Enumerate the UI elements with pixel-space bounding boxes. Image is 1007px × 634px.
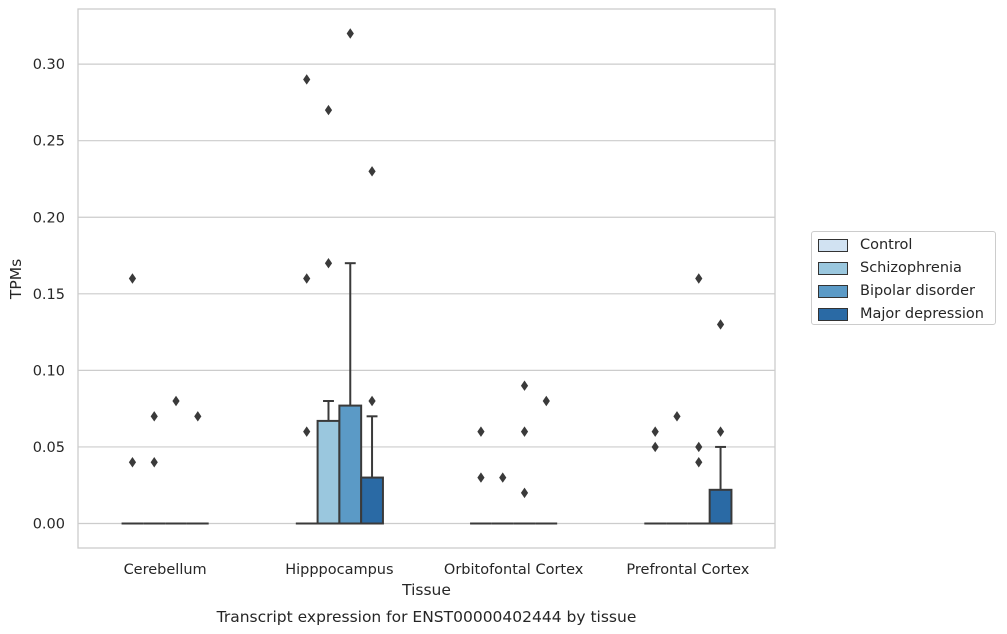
outlier-point [477, 426, 485, 437]
box-control [644, 426, 667, 525]
box-body [708, 488, 733, 525]
y-tick-labels: 0.00 0.05 0.10 0.15 0.20 0.25 0.30 [33, 57, 65, 532]
box-bipolar-disorder [338, 28, 363, 525]
y-tick-label: 0.00 [33, 517, 65, 533]
box-schizophrenia [666, 411, 688, 525]
box-major-depression [535, 395, 558, 525]
outlier-point [150, 457, 158, 468]
box-body [360, 476, 384, 525]
y-tick-label: 0.30 [33, 57, 65, 73]
box-major-depression [360, 166, 384, 525]
outlier-point [716, 319, 725, 330]
legend-swatch [818, 307, 848, 321]
outlier-point [673, 411, 681, 422]
outlier-point [542, 395, 550, 407]
box-control [121, 273, 144, 525]
y-tick-label: 0.10 [33, 363, 65, 379]
x-tick-label: Orbitofontal Cortex [444, 562, 584, 578]
legend: Control Schizophrenia Bipolar disorder M… [811, 231, 996, 325]
legend-item-schizophrenia: Schizophrenia [818, 258, 962, 278]
outlier-point [303, 273, 311, 284]
x-tick-label: Prefrontal Cortex [626, 562, 749, 578]
x-axis-label: Tissue [401, 581, 451, 599]
outlier-point [194, 411, 202, 422]
outlier-point [520, 380, 529, 391]
outlier-point [477, 472, 485, 483]
y-axis-label: TPMs [7, 259, 25, 300]
box-major-depression [708, 319, 733, 525]
legend-label: Schizophrenia [860, 260, 962, 276]
box-major-depression [186, 411, 209, 525]
box-schizophrenia [491, 472, 514, 525]
outlier-point [651, 441, 659, 453]
legend-item-major-depression: Major depression [818, 304, 984, 324]
plot-frame [77, 8, 776, 549]
x-tick-label: Cerebellum [124, 562, 207, 578]
legend-item-bipolar-disorder: Bipolar disorder [818, 281, 975, 301]
outlier-point [128, 273, 137, 284]
outlier-point [368, 395, 376, 407]
outlier-point [150, 411, 158, 422]
y-tick-label: 0.20 [33, 210, 65, 226]
box-body [338, 404, 363, 525]
outlier-point [346, 28, 354, 39]
outlier-point [368, 166, 376, 177]
y-tick-label: 0.15 [33, 287, 65, 303]
outlier-point [695, 457, 703, 468]
box-schizophrenia [143, 411, 166, 525]
outlier-point [172, 395, 180, 407]
box-bipolar-disorder [165, 395, 187, 525]
box-control [470, 426, 492, 525]
legend-swatch [818, 261, 848, 275]
y-tick-label: 0.25 [33, 134, 65, 150]
box-schizophrenia [316, 104, 341, 525]
outlier-point [324, 104, 333, 116]
grid [78, 63, 775, 525]
outlier-point [695, 441, 703, 453]
outlier-point [651, 426, 659, 437]
outlier-point [128, 457, 137, 468]
outlier-point [695, 273, 703, 284]
box-body [316, 419, 341, 525]
legend-swatch [818, 238, 848, 252]
box-bipolar-disorder [513, 380, 536, 525]
box-bipolar-disorder [687, 273, 710, 525]
box-control [295, 74, 318, 525]
x-tick-label: Hipppocampus [285, 562, 393, 578]
legend-label: Control [860, 237, 913, 253]
legend-swatch [818, 284, 848, 298]
legend-label: Bipolar disorder [860, 283, 975, 299]
chart-title: Transcript expression for ENST0000040244… [216, 608, 637, 626]
legend-item-control: Control [818, 235, 912, 255]
outlier-point [303, 74, 311, 85]
boxes [121, 28, 733, 525]
outlier-point [499, 472, 507, 483]
x-tick-labels: Cerebellum Hipppocampus Orbitofontal Corte… [124, 562, 750, 578]
outlier-point [303, 426, 311, 437]
y-tick-label: 0.05 [33, 440, 65, 456]
outlier-point [324, 257, 333, 269]
outlier-point [520, 426, 529, 437]
outlier-point [716, 426, 725, 437]
legend-label: Major depression [860, 306, 984, 322]
outlier-point [520, 487, 529, 499]
